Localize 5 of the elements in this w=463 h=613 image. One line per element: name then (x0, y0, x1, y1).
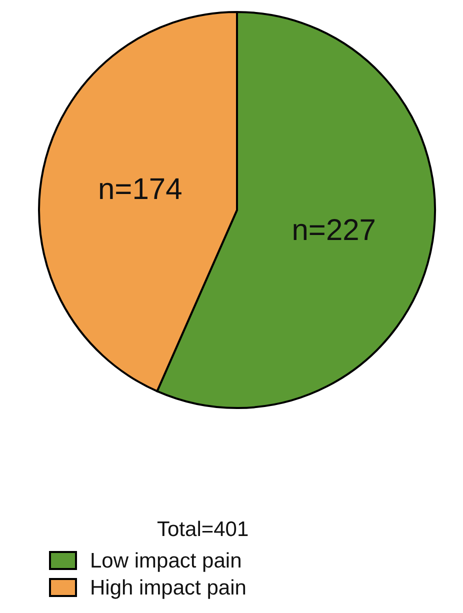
legend-label: Low impact pain (90, 550, 242, 572)
legend-label: High impact pain (90, 576, 246, 600)
data-label: n=227 (292, 214, 376, 247)
text: Total=401 (157, 518, 249, 541)
data-label: n=174 (98, 173, 182, 206)
